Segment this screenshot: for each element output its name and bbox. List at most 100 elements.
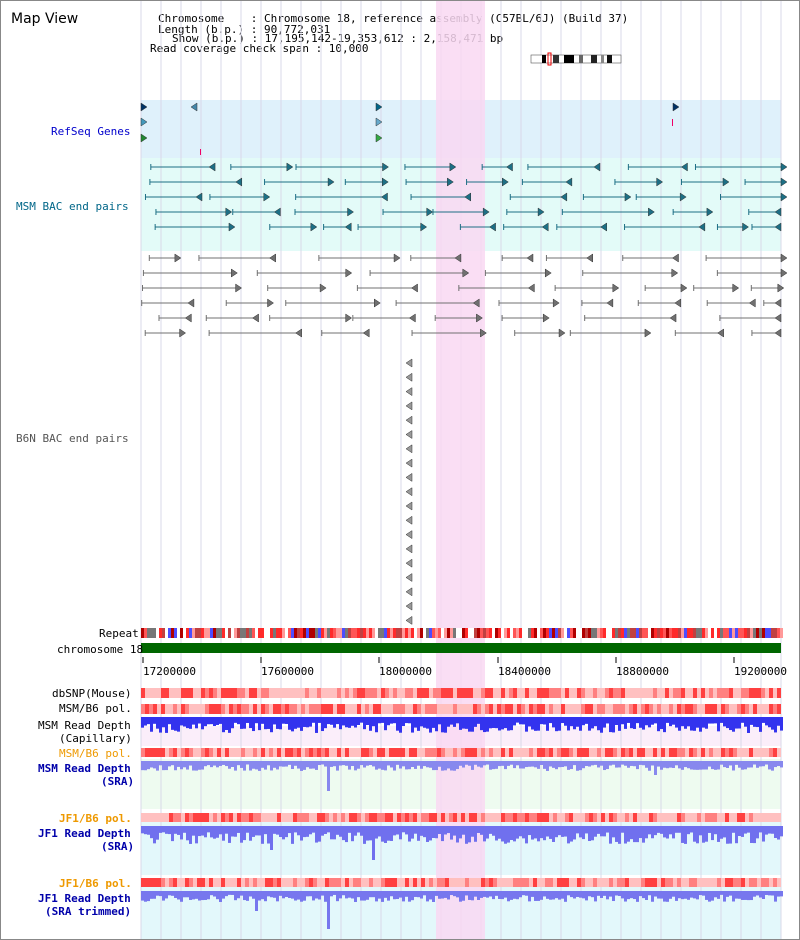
repeat-element	[234, 628, 237, 638]
msm-b6-pol-cell	[345, 748, 349, 757]
jf1-sra-depth-bar	[708, 826, 711, 833]
jf1-sra-depth-bar	[369, 826, 372, 841]
jf1-trim-depth-bar	[519, 891, 522, 898]
jf1-trim-depth-bar	[213, 891, 216, 897]
bac-end-marker	[544, 268, 552, 278]
jf1-b6-pol-cell	[153, 813, 157, 822]
msm-b6-pol-cell	[721, 704, 725, 714]
msm-capillary-depth-bar	[351, 717, 354, 726]
jf1-sra-depth-bar	[231, 826, 234, 837]
repeat-element	[696, 628, 699, 638]
msm-b6-pol-cell	[553, 704, 557, 714]
msm-sra-depth-bar	[609, 761, 612, 766]
jf1-sra-depth-bar	[276, 826, 279, 835]
b6n-stack-marker	[405, 615, 413, 625]
msm-capillary-depth-bar	[537, 717, 540, 731]
msm-sra-depth-bar	[345, 761, 348, 766]
b6n-stack-marker	[405, 587, 413, 597]
msm-b6-pol-cell	[453, 704, 457, 714]
msm-b6-pol-cell	[301, 704, 305, 714]
msm-sra-depth-bar	[651, 761, 654, 766]
jf1-trim-depth-bar	[729, 891, 732, 896]
repeat-element	[420, 628, 423, 638]
jf1-trim-depth-bar	[576, 891, 579, 897]
msm-sra-depth-bar	[282, 761, 285, 767]
jf1-b6-pol-cell	[513, 878, 517, 887]
jf1-b6-pol-cell	[681, 878, 685, 887]
jf1-b6-pol-cell	[385, 813, 389, 822]
msm-sra-depth-bar	[402, 761, 405, 767]
jf1-trim-depth-bar	[600, 891, 603, 898]
msm-b6-pol-cell	[649, 704, 653, 714]
msm-capillary-depth-bar	[297, 717, 300, 728]
repeat-element	[252, 628, 255, 638]
repeat-element	[600, 628, 603, 638]
jf1-trim-depth-bar	[351, 891, 354, 899]
bac-end-marker	[506, 162, 513, 172]
jf1-trim-depth-bar	[474, 891, 477, 897]
msm-capillary-depth-bar	[240, 717, 243, 729]
dbsnp-cell	[293, 688, 297, 698]
bac-end-marker	[319, 283, 327, 293]
jf1-trim-depth-bar	[525, 891, 528, 896]
msm-b6-pol-cell	[401, 748, 405, 757]
jf1-trim-depth-bar	[660, 891, 663, 899]
msm-b6-pol-cell	[769, 704, 773, 714]
jf1-b6-pol-cell	[321, 878, 325, 887]
jf1-b6-pol-cell	[373, 878, 377, 887]
msm-b6-pol-cell	[697, 704, 701, 714]
repeat-element	[621, 628, 624, 638]
msm-capillary-depth-bar	[510, 717, 513, 731]
msm-sra-depth-bar	[207, 761, 210, 766]
b6n-stack-marker	[405, 544, 413, 554]
msm-sra-depth-bar	[663, 761, 666, 768]
dbsnp-cell	[717, 688, 721, 698]
jf1-b6-pol-cell	[217, 878, 221, 887]
msm-b6-pol-cell	[565, 704, 569, 714]
jf1-b6-pol-cell	[773, 813, 777, 822]
msm-b6-pol-cell	[645, 748, 649, 757]
jf1-b6-pol-cell	[305, 813, 309, 822]
jf1-sra-depth-bar	[264, 826, 267, 835]
msm-sra-depth-bar	[255, 761, 258, 770]
msm-capillary-depth-bar	[465, 717, 468, 729]
msm-sra-depth-bar	[513, 761, 516, 769]
dbsnp-cell	[673, 688, 677, 698]
dbsnp-cell	[433, 688, 437, 698]
msm-sra-depth-bar	[213, 761, 216, 766]
jf1-trim-depth-bar	[687, 891, 690, 900]
track-label-dbsnp: dbSNP(Mouse)	[52, 687, 132, 700]
repeat-element	[222, 628, 225, 638]
jf1-b6-pol-cell	[169, 813, 173, 822]
repeat-element	[174, 628, 177, 638]
jf1-trim-depth-bar	[756, 891, 759, 896]
jf1-b6-pol-cell	[181, 878, 185, 887]
msm-sra-depth-bar	[564, 761, 567, 767]
jf1-trim-depth-bar	[294, 891, 297, 901]
msm-capillary-depth-bar	[339, 717, 342, 730]
msm-capillary-depth-bar	[213, 717, 216, 727]
repeat-element	[456, 628, 459, 638]
msm-b6-pol-cell	[185, 704, 189, 714]
jf1-b6-pol-cell	[165, 813, 169, 822]
repeat-element	[375, 628, 378, 638]
msm-capillary-depth-bar	[774, 717, 777, 733]
msm-capillary-depth-bar	[612, 717, 615, 733]
repeat-element	[330, 628, 333, 638]
jf1-b6-pol-cell	[529, 813, 533, 822]
msm-b6-pol-cell	[429, 704, 433, 714]
bac-end-marker	[374, 298, 381, 308]
jf1-trim-depth-bar	[276, 891, 279, 902]
jf1-b6-pol-cell	[665, 878, 669, 887]
jf1-sra-depth-bar	[216, 826, 219, 838]
dbsnp-cell	[721, 688, 725, 698]
msm-b6-pol-cell	[401, 704, 405, 714]
msm-capillary-depth-bar	[354, 717, 357, 728]
msm-capillary-depth-bar	[471, 717, 474, 732]
repeat-element	[207, 628, 210, 638]
jf1-b6-pol-cell	[477, 878, 481, 887]
jf1-sra-depth-bar	[384, 826, 387, 843]
msm-sra-depth-bar	[186, 761, 189, 770]
dbsnp-cell	[493, 688, 497, 698]
